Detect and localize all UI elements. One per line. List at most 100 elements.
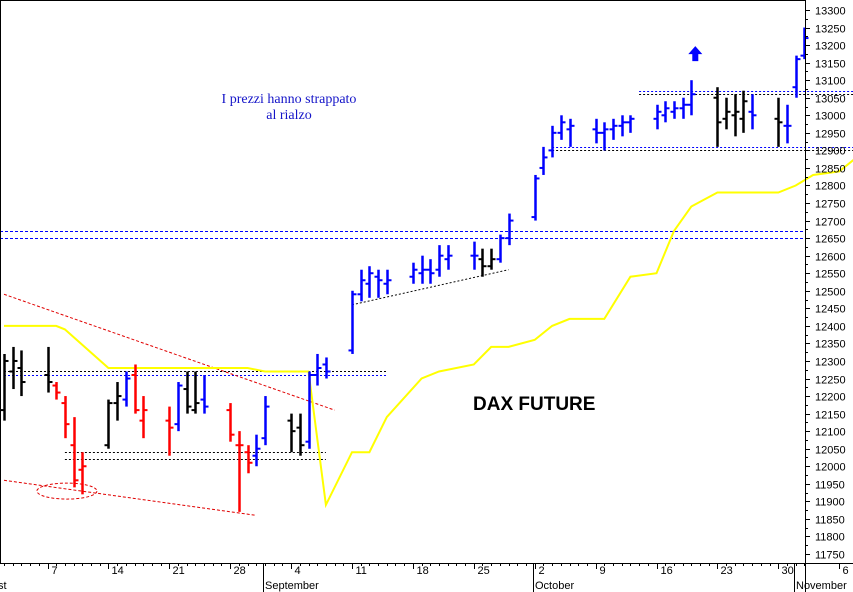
ohlc-bar xyxy=(174,382,183,432)
ohlc-bar xyxy=(131,364,140,414)
ohlc-bar xyxy=(200,375,209,414)
ohlc-bar xyxy=(261,396,270,446)
channel-line xyxy=(3,479,257,516)
x-tick-label: 11 xyxy=(356,565,367,577)
ohlc-bar xyxy=(139,396,148,439)
y-tick-label: 11800 xyxy=(815,532,845,544)
ohlc-bar xyxy=(566,118,575,147)
ohlc-bar xyxy=(409,262,418,284)
ohlc-bar xyxy=(687,80,696,116)
ohlc-bar xyxy=(487,248,496,270)
ohlc-bar xyxy=(557,115,566,140)
x-tick-label: 30 xyxy=(782,565,794,577)
x-tick-label: 9 xyxy=(600,565,606,577)
y-tick-label: 12600 xyxy=(815,252,846,264)
annotation-line-2: al rialzo xyxy=(266,108,312,123)
ohlc-bar xyxy=(792,55,801,98)
x-tick-label: 2 xyxy=(539,565,545,577)
ohlc-bar xyxy=(383,269,392,295)
ohlc-bar xyxy=(226,403,235,442)
ohlc-bar xyxy=(61,396,70,439)
x-tick-label: 7 xyxy=(52,565,58,577)
ohlc-bar xyxy=(670,101,679,119)
y-tick-label: 11900 xyxy=(815,497,845,509)
ohlc-bar xyxy=(348,290,357,354)
y-tick-label: 12100 xyxy=(815,427,846,439)
ohlc-bar xyxy=(548,125,557,158)
ohlc-bar xyxy=(183,371,192,414)
ohlc-bar xyxy=(426,259,435,284)
ohlc-bar xyxy=(9,346,18,390)
ohlc-bar xyxy=(235,431,244,512)
ohlc-bar xyxy=(496,234,505,263)
month-label: October xyxy=(535,580,574,592)
ohlc-bar xyxy=(783,104,792,144)
ohlc-bar xyxy=(653,104,662,130)
month-label: st xyxy=(0,580,7,592)
y-tick-label: 12700 xyxy=(815,217,846,229)
y-tick-label: 12550 xyxy=(815,269,846,281)
ohlc-bar xyxy=(244,445,253,474)
x-tick-label: 4 xyxy=(295,565,301,577)
y-tick-label: 13250 xyxy=(815,24,846,36)
ohlc-bar xyxy=(313,353,322,386)
plot-frame xyxy=(0,0,806,564)
ohlc-bar xyxy=(478,248,487,277)
x-tick-label: 21 xyxy=(173,565,185,577)
ohlc-bar xyxy=(191,371,200,414)
ohlc-bar xyxy=(305,371,314,449)
ohlc-bar xyxy=(17,350,26,397)
ohlc-bar xyxy=(165,406,174,456)
stop-line-layer xyxy=(4,159,853,509)
ohlc-bar xyxy=(0,353,9,421)
ohlc-bar xyxy=(70,417,79,488)
x-tick-label: 14 xyxy=(112,565,124,577)
y-tick-label: 13300 xyxy=(815,6,846,18)
month-label: November xyxy=(796,580,847,592)
ohlc-bar xyxy=(252,434,261,467)
ohlc-bar xyxy=(374,269,383,298)
overlay-layer xyxy=(0,46,853,516)
ohlc-bar xyxy=(113,382,122,421)
ohlc-bar xyxy=(78,452,87,495)
y-tick-label: 11750 xyxy=(815,550,845,562)
y-tick-label: 12350 xyxy=(815,339,846,351)
y-tick-label: 13100 xyxy=(815,76,846,88)
ohlc-bar xyxy=(539,146,548,175)
y-tick-label: 12800 xyxy=(815,181,846,193)
y-tick-label: 12200 xyxy=(815,392,846,404)
ohlc-bar xyxy=(322,357,331,379)
ohlc-bar xyxy=(600,122,609,151)
ohlc-bar xyxy=(505,213,514,246)
ohlc-bar xyxy=(739,90,748,133)
ohlc-bar xyxy=(296,413,305,456)
ohlc-bar xyxy=(104,399,113,449)
y-tick-label: 12750 xyxy=(815,199,846,211)
stop-line xyxy=(4,159,853,509)
y-tick-label: 12950 xyxy=(815,129,846,141)
ohlc-bar xyxy=(365,266,374,298)
y-tick-label: 12400 xyxy=(815,322,846,334)
ohlc-bar xyxy=(444,245,453,270)
x-tick-label: 25 xyxy=(478,565,490,577)
y-tick-label: 12050 xyxy=(815,445,846,457)
chart-title: DAX FUTURE xyxy=(473,394,596,415)
ohlc-bar xyxy=(748,94,757,130)
ellipse-marker xyxy=(36,482,98,500)
y-tick-label: 12300 xyxy=(815,357,846,369)
ohlc-bar xyxy=(357,269,366,302)
y-tick-label: 12850 xyxy=(815,164,846,176)
ohlc-bar xyxy=(609,118,618,140)
ohlc-bar xyxy=(470,241,479,270)
y-tick-label: 12450 xyxy=(815,304,846,316)
ohlc-bar xyxy=(435,245,444,277)
y-tick-label: 13050 xyxy=(815,94,846,106)
y-tick-label: 13150 xyxy=(815,59,846,71)
y-tick-label: 13200 xyxy=(815,41,846,53)
y-tick-label: 12000 xyxy=(815,462,846,474)
ohlc-bar xyxy=(661,101,670,123)
ohlc-bar xyxy=(531,174,540,221)
ohlc-bar xyxy=(122,371,131,407)
